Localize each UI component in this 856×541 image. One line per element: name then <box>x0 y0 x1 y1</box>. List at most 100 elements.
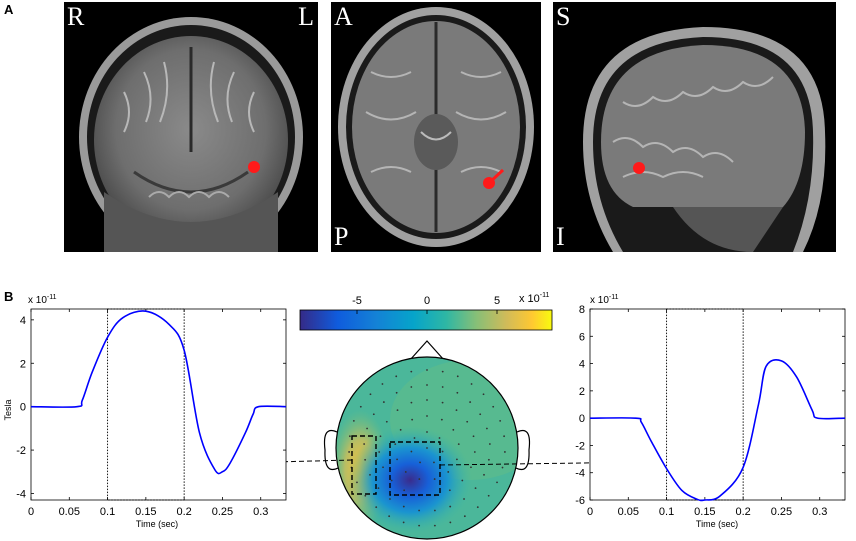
sensor-dot <box>456 458 458 461</box>
x-tick-label: 0 <box>587 506 593 518</box>
left-xlabel: Time (sec) <box>136 519 178 529</box>
x-tick-label: 0 <box>28 506 34 518</box>
sensor-dot <box>381 383 384 385</box>
sensor-dot <box>379 435 382 438</box>
orient-label-right: R <box>67 2 85 31</box>
sensor-dot <box>487 494 490 497</box>
sensor-dot <box>352 420 355 422</box>
left-roi-box <box>351 435 377 495</box>
right-exponent: x 10-11 <box>590 294 619 306</box>
sensor-dot <box>364 458 367 461</box>
sensor-dot <box>492 405 495 408</box>
x-tick-label: 0.05 <box>618 506 639 518</box>
sensor-dot <box>403 489 406 492</box>
sensor-dot <box>440 418 443 421</box>
x-tick-label: 0.3 <box>253 506 268 518</box>
y-tick-label: 4 <box>20 315 26 327</box>
sensor-dot <box>382 401 385 403</box>
orient-label-inferior: I <box>556 222 565 251</box>
sensor-dot <box>470 466 472 469</box>
sensor-dot <box>448 489 451 492</box>
y-tick-label: -6 <box>575 495 585 507</box>
source-marker <box>633 162 645 174</box>
y-tick-label: 4 <box>579 359 585 371</box>
sensor-dot <box>395 391 398 394</box>
x-tick-label: 0.3 <box>812 506 827 518</box>
sensor-dot <box>482 393 485 396</box>
x-tick-label: 0.25 <box>771 506 792 518</box>
sensor-dot <box>441 386 444 388</box>
sensor-dot <box>449 521 452 524</box>
left-ylabel: Tesla <box>3 399 13 420</box>
sensor-dot <box>433 524 436 527</box>
sensor-dot <box>404 471 407 473</box>
sensor-dot <box>466 420 469 423</box>
sensor-dot <box>456 375 459 378</box>
sensor-dot <box>385 420 388 423</box>
y-tick-label: -4 <box>575 468 585 480</box>
sensor-dot <box>469 401 472 403</box>
sensor-dot <box>418 524 421 527</box>
topomap <box>323 340 531 540</box>
sensor-dot <box>364 494 367 497</box>
sensor-dot <box>457 443 460 446</box>
right-ear-icon <box>515 429 531 471</box>
sensor-dot <box>452 428 455 431</box>
y-tick-label: -2 <box>16 445 26 457</box>
waveform-line <box>589 359 846 502</box>
sensor-dot <box>455 409 458 412</box>
sensor-dot <box>456 391 459 394</box>
sensor-dot <box>438 437 441 439</box>
sensor-dot <box>503 451 506 453</box>
source-marker <box>483 177 495 189</box>
sensor-dot <box>366 427 368 430</box>
sensor-dot <box>377 487 380 490</box>
y-tick-label: 2 <box>20 358 26 370</box>
sensor-dot <box>402 505 405 508</box>
sensor-dot <box>426 447 428 449</box>
sensor-dot <box>426 384 428 386</box>
sensor-dot <box>470 383 473 385</box>
sensor-dot <box>418 478 421 480</box>
analysis-window <box>107 308 185 501</box>
y-tick-label: 2 <box>579 386 585 398</box>
x-tick-label: 0.1 <box>659 506 674 518</box>
sensor-dot <box>411 418 414 421</box>
sensor-dot <box>410 401 413 404</box>
x-tick-label: 0.25 <box>212 506 233 518</box>
source-marker <box>248 161 260 173</box>
sensor-dot <box>474 487 477 490</box>
y-tick-label: -2 <box>575 440 585 452</box>
left-exponent: x 10-11 <box>28 294 57 306</box>
sensor-dot <box>487 458 490 461</box>
sensor-dot <box>433 461 435 464</box>
right-xlabel: Time (sec) <box>696 519 738 529</box>
sensor-dots <box>348 369 506 527</box>
sensor-dot <box>378 451 381 453</box>
sensor-dot <box>426 399 428 401</box>
sensor-dot <box>461 479 464 482</box>
sensor-dot <box>410 450 413 453</box>
sensor-dot <box>399 428 402 431</box>
panel-a-label: A <box>4 2 14 17</box>
sensor-dot <box>463 498 465 500</box>
analysis-window <box>666 308 744 501</box>
sensor-dot <box>476 506 479 509</box>
sensor-dot <box>413 437 416 439</box>
sensor-dot <box>356 481 358 484</box>
sensor-dot <box>473 451 476 453</box>
orient-label-left: L <box>298 2 314 31</box>
sensor-dot <box>426 415 428 417</box>
sensor-dot <box>499 420 502 422</box>
colorbar: -5 0 5 x 10-11 <box>299 292 553 331</box>
colorbar-tick: -5 <box>352 295 362 307</box>
sensor-dot <box>396 409 399 412</box>
orient-label-superior: S <box>556 2 571 31</box>
orient-label-anterior: A <box>334 2 353 31</box>
y-tick-label: 6 <box>579 331 585 343</box>
sensor-dot <box>426 431 428 433</box>
colorbar-exponent: x 10-11 <box>519 292 550 305</box>
mri-sagittal-view: S I <box>553 2 836 252</box>
sensor-dot <box>496 481 498 484</box>
colorbar-tick: 0 <box>424 295 430 307</box>
